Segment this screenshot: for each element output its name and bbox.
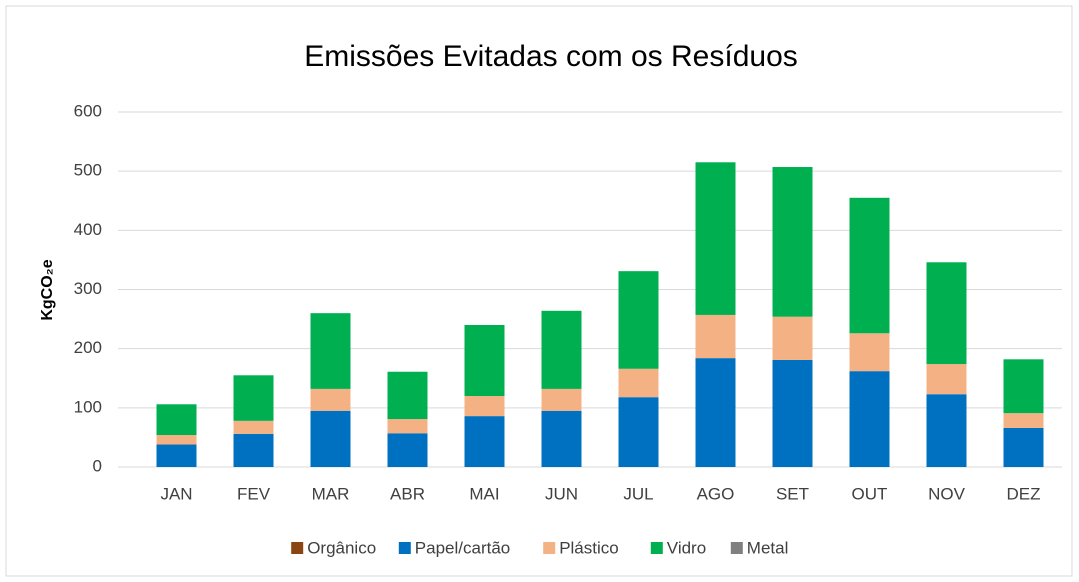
bar-segment <box>849 371 890 467</box>
bar-segment <box>387 433 428 467</box>
bar-segment <box>618 397 659 467</box>
bar-segment <box>464 396 505 417</box>
bar-segment <box>541 388 582 411</box>
bar-segment <box>541 410 582 467</box>
bar-segment <box>310 388 351 411</box>
x-tick-label: JUL <box>623 484 653 503</box>
legend-label: Metal <box>747 538 789 557</box>
bar-segment <box>310 410 351 467</box>
bar-segment <box>849 333 890 372</box>
bar-segment <box>387 371 428 420</box>
legend-swatch <box>291 542 304 554</box>
bar-segment <box>387 419 428 434</box>
bar-segment <box>541 310 582 389</box>
bar-segment <box>618 368 659 398</box>
chart-title: Emissões Evitadas com os Resíduos <box>304 40 798 73</box>
y-tick-label: 500 <box>74 161 102 180</box>
y-tick-label: 0 <box>93 456 102 475</box>
x-tick-label: NOV <box>928 484 966 503</box>
x-tick-label: ABR <box>390 484 425 503</box>
bar-segment <box>849 197 890 334</box>
x-tick-label: OUT <box>852 484 888 503</box>
bar-segment <box>772 359 813 467</box>
chart-border <box>5 5 1073 577</box>
x-tick-label: DEZ <box>1007 484 1041 503</box>
bar-segment <box>926 262 967 365</box>
bar-segment <box>156 404 197 436</box>
bar-segment <box>1003 413 1044 428</box>
y-axis-label: KgCO₂e <box>39 259 56 320</box>
bar-segment <box>233 433 274 467</box>
legend-label: Orgânico <box>307 538 376 557</box>
bar-segment <box>772 167 813 317</box>
bar-segment <box>233 420 274 434</box>
legend-label: Plástico <box>559 538 619 557</box>
y-tick-label: 400 <box>74 220 102 239</box>
bar-segment <box>926 394 967 467</box>
bar-segment <box>464 325 505 396</box>
legend-swatch <box>730 542 743 554</box>
bar-segment <box>618 271 659 369</box>
legend-label: Vidro <box>667 538 706 557</box>
bar-segment <box>772 316 813 360</box>
bar-segment <box>695 358 736 467</box>
legend-swatch <box>650 542 663 554</box>
bar-segment <box>464 416 505 467</box>
y-tick-label: 200 <box>74 338 102 357</box>
x-tick-label: FEV <box>237 484 271 503</box>
bar-segment <box>310 313 351 389</box>
x-tick-label: MAR <box>312 484 350 503</box>
x-tick-label: SET <box>776 484 809 503</box>
y-tick-label: 600 <box>74 101 102 120</box>
bar-segment <box>1003 427 1044 467</box>
bar-segment <box>926 364 967 395</box>
x-tick-label: JAN <box>160 484 192 503</box>
y-tick-label: 100 <box>74 397 102 416</box>
bar-segment <box>695 314 736 359</box>
bar-segment <box>695 162 736 315</box>
bar-segment <box>233 375 274 421</box>
x-tick-label: JUN <box>545 484 578 503</box>
legend-swatch <box>398 542 411 554</box>
legend-swatch <box>543 542 556 554</box>
bar-segment <box>156 444 197 467</box>
legend-label: Papel/cartão <box>415 538 510 557</box>
bar-segment <box>156 435 197 445</box>
bar-segment <box>1003 359 1044 414</box>
y-tick-label: 300 <box>74 279 102 298</box>
x-tick-label: MAI <box>469 484 499 503</box>
x-tick-label: AGO <box>697 484 735 503</box>
